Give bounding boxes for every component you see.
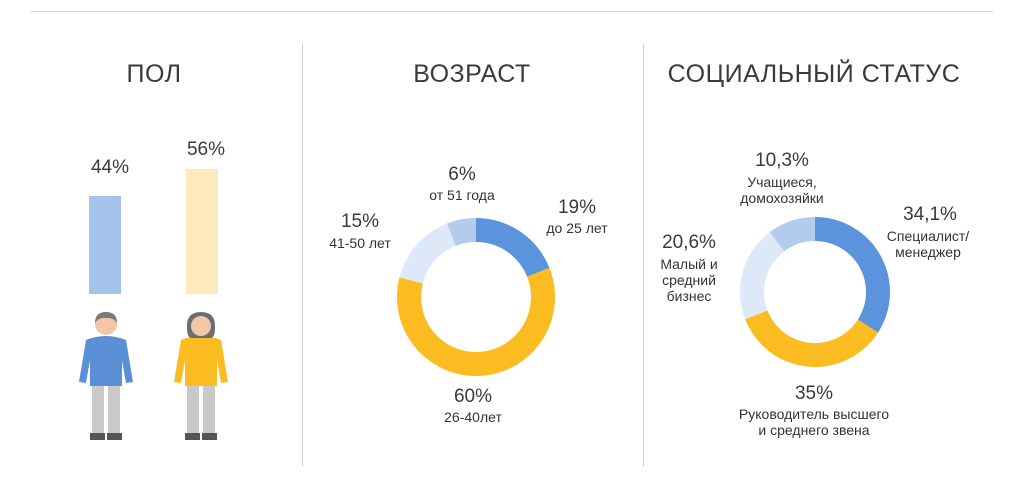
woman-figure-icon [174, 312, 228, 440]
status-slice-1-value: 34,1% [903, 204, 957, 225]
man-figure-icon [79, 312, 133, 440]
age-slice-4 [446, 218, 476, 246]
status-donut-chart [740, 217, 890, 367]
status-slice-3-label: Малый и средний бизнес [660, 256, 718, 304]
age-slice-2 [397, 267, 555, 376]
status-slice-1-label: Специалист/ менеджер [886, 228, 970, 260]
age-slice-1-value: 19% [557, 197, 597, 218]
top-rule [30, 11, 993, 12]
female-bar [186, 169, 218, 294]
age-slice-2-value: 60% [453, 386, 493, 407]
status-slice-4-value: 10,3% [755, 150, 809, 171]
age-slice-3 [399, 223, 456, 284]
gender-title: ПОЛ [126, 60, 182, 88]
female-percent-label: 56% [186, 139, 226, 160]
column-divider-1 [302, 44, 303, 466]
age-slice-3-label: 41-50 лет [329, 235, 391, 251]
status-slice-4 [769, 217, 815, 252]
age-slice-3-value: 15% [340, 211, 380, 232]
status-slice-3 [740, 232, 785, 320]
age-donut-chart [397, 218, 555, 376]
age-slice-4-label: от 51 года [429, 187, 495, 203]
status-slice-2-value: 35% [794, 383, 834, 404]
age-slice-1 [476, 218, 550, 277]
status-title: СОЦИАЛЬНЫЙ СТАТУС [667, 60, 961, 88]
age-slice-1-label: до 25 лет [546, 220, 608, 236]
male-percent-label: 44% [90, 157, 130, 178]
status-slice-2 [745, 310, 879, 367]
age-title: ВОЗРАСТ [413, 60, 531, 88]
male-bar [89, 195, 121, 294]
column-divider-2 [643, 44, 644, 466]
status-slice-4-label: Учащиеся, домохозяйки [740, 174, 824, 206]
age-slice-2-label: 26-40лет [444, 409, 502, 425]
status-slice-3-value: 20,6% [662, 232, 716, 253]
age-slice-4-value: 6% [448, 164, 476, 185]
status-slice-1 [815, 217, 890, 333]
status-slice-2-label: Руководитель высшего и среднего звена [738, 406, 890, 438]
